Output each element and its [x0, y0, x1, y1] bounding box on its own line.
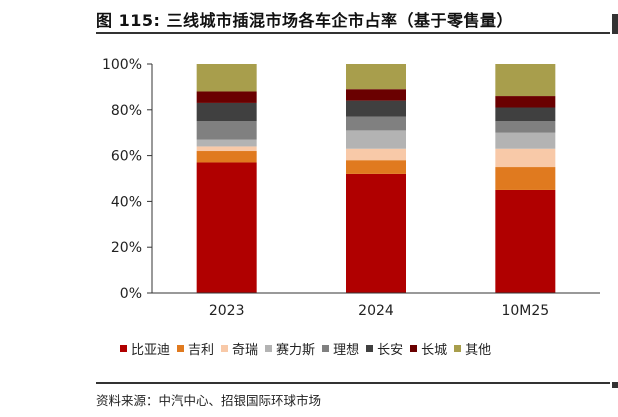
legend-label: 比亚迪 [131, 343, 171, 358]
bar-segment [346, 100, 406, 117]
y-tick-label: 20% [111, 240, 142, 256]
legend-item: 奇瑞 [221, 339, 258, 358]
legend-swatch [322, 345, 330, 352]
bar-segment [196, 162, 257, 293]
legend-swatch [177, 345, 185, 352]
source-divider [96, 382, 610, 384]
bar-segment [495, 121, 556, 133]
bar-segment [495, 148, 556, 168]
edge-bar-top [612, 14, 618, 34]
bar-segment [196, 64, 257, 92]
legend-swatch [265, 345, 273, 352]
bar-segment [196, 151, 257, 163]
legend-item: 长城 [410, 339, 447, 358]
chart-title: 图 115: 三线城市插混市场各车企市占率（基于零售量） [96, 11, 513, 30]
x-tick-label: 2023 [209, 303, 245, 319]
legend-label: 其他 [465, 343, 492, 358]
bar-segment [196, 146, 257, 152]
y-tick-label: 40% [111, 194, 142, 210]
legend-item: 理想 [322, 339, 359, 358]
legend-swatch [410, 345, 418, 352]
y-tick-label: 60% [111, 149, 142, 165]
bar-segment [346, 64, 406, 90]
bar-segment [495, 96, 556, 108]
bar-segment [495, 189, 556, 293]
legend-label: 奇瑞 [232, 343, 259, 358]
bar-segment [346, 116, 406, 131]
legend-label: 赛力斯 [276, 343, 316, 358]
y-tick-label: 0% [120, 286, 142, 302]
legend-item: 比亚迪 [120, 339, 170, 358]
stacked-bar-chart: 0% 20% 40% 60% 80% 100% 2023 2024 10M25 [102, 57, 600, 319]
legend-label: 长安 [377, 343, 404, 358]
legend-swatch [221, 345, 229, 352]
legend-swatch [120, 345, 127, 352]
source-note: 资料来源：中汽中心、招银国际环球市场 [96, 393, 322, 408]
bar-segment [196, 91, 257, 103]
bar-segment [495, 107, 556, 122]
legend-item: 长安 [366, 339, 403, 358]
legend-label: 长城 [421, 343, 448, 358]
title-bar: 图 115: 三线城市插混市场各车企市占率（基于零售量） [96, 0, 610, 34]
legend-item: 吉利 [177, 339, 214, 358]
x-tick-label: 10M25 [501, 303, 549, 319]
bar-segment [346, 160, 406, 174]
legend-item: 其他 [454, 339, 491, 358]
bar-segment [346, 148, 406, 161]
bar-segment [196, 102, 257, 122]
legend-swatch [366, 345, 374, 352]
bar-segment [196, 121, 257, 140]
legend-label: 吉利 [188, 343, 215, 358]
chart-legend: 比亚迪 吉利 奇瑞 赛力斯 理想 长安 长城 其他 [120, 339, 498, 358]
bar-segment [495, 167, 556, 190]
bar-segment [346, 89, 406, 101]
legend-item: 赛力斯 [265, 339, 315, 358]
legend-swatch [454, 345, 462, 352]
x-tick-label: 2024 [358, 303, 394, 319]
bar-segment [196, 139, 257, 147]
bar-segment [346, 173, 406, 293]
legend-label: 理想 [333, 343, 360, 358]
y-tick-label: 80% [111, 103, 142, 119]
bar-segment [495, 132, 556, 149]
edge-bar-bottom [612, 382, 618, 388]
bar-segment [495, 64, 556, 97]
bar-segment [346, 130, 406, 149]
y-tick-label: 100% [102, 57, 142, 73]
